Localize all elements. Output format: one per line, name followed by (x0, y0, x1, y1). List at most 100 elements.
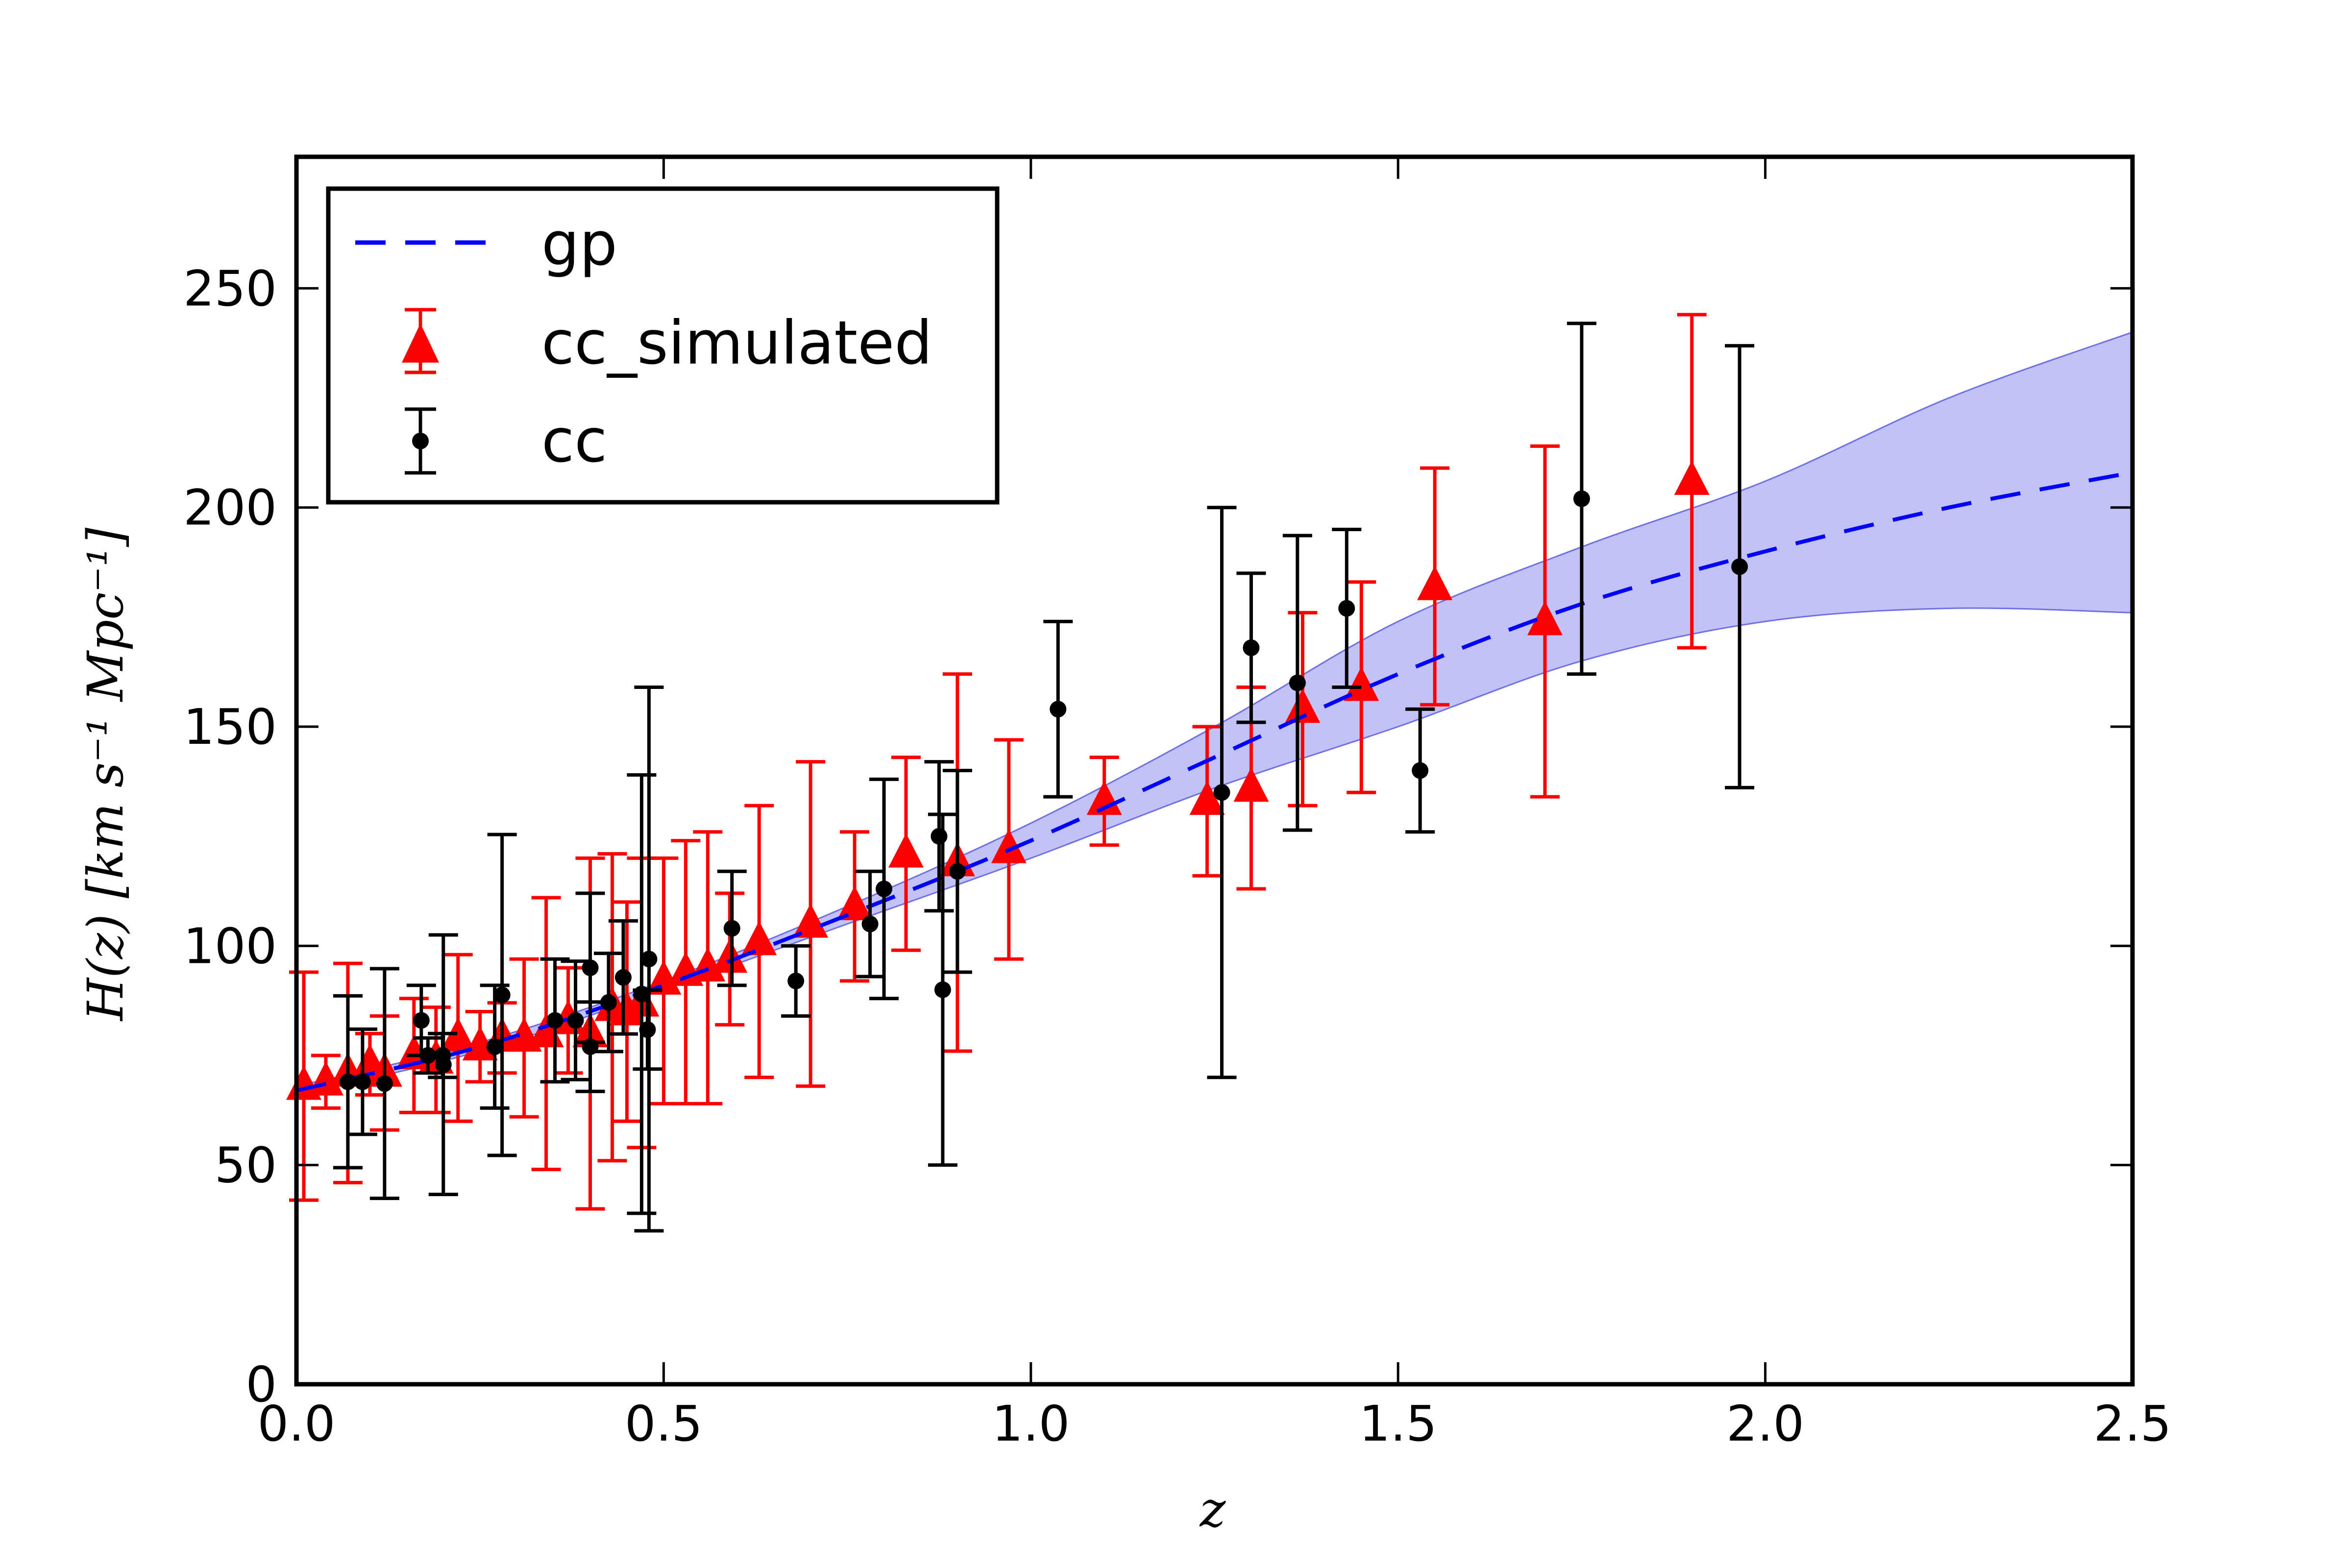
cc-point (561, 959, 590, 1081)
cc-simulated-point (741, 804, 777, 1079)
cc-marker (376, 1075, 393, 1092)
cc-point (928, 812, 957, 1167)
cc-point (1282, 534, 1312, 832)
cc-marker (1243, 639, 1260, 656)
cc-marker (1338, 600, 1355, 617)
cc-marker (876, 881, 893, 898)
cc-simulated-marker (1189, 781, 1225, 815)
cc-point (942, 769, 972, 974)
cc-simulated-point (1189, 725, 1225, 878)
cc-marker (861, 915, 879, 932)
cc-point (717, 869, 747, 987)
cc-marker (582, 959, 599, 977)
legend-gp-label: gp (541, 209, 617, 279)
cc-marker (934, 981, 951, 998)
cc-point (428, 933, 458, 1197)
cc-point (413, 1036, 443, 1075)
axes: 0.0 0.5 1.0 1.5 2.0 2.5 0 50 100 150 200 250 (183, 154, 2172, 1452)
y-tick-label: 150 (183, 698, 277, 756)
legend-cc-swatch (405, 407, 436, 475)
y-tick-label: 200 (183, 479, 277, 537)
cc-simulated-marker (609, 991, 645, 1026)
cc-simulated-marker (837, 885, 873, 920)
cc-simulated-marker (646, 960, 682, 995)
cc-simulated-marker (793, 903, 829, 938)
cc-simulated-point (1674, 313, 1710, 650)
cc-point (1567, 321, 1596, 676)
x-axis-label: z (1200, 1481, 1226, 1538)
cc-marker (413, 1012, 430, 1029)
cc-simulated-marker (1344, 666, 1379, 701)
legend-cc-simulated-label: cc_simulated (541, 308, 932, 378)
cc-simulated-point (440, 953, 476, 1123)
cc-marker (1289, 674, 1306, 691)
x-tick-label: 0.0 (257, 1395, 335, 1452)
y-tick-label: 100 (183, 917, 277, 975)
cc-marker (486, 1038, 503, 1055)
x-tick-label: 2.0 (1726, 1395, 1804, 1452)
y-axis-label: H(z) [km s⁻¹ Mpc⁻¹] (77, 527, 134, 1022)
cc-marker (723, 920, 740, 937)
cc-marker (567, 1012, 584, 1029)
cc-simulated-marker (1285, 688, 1321, 723)
cc-marker (787, 972, 805, 989)
cc-marker (949, 863, 966, 880)
cc-marker (435, 1056, 452, 1073)
cc-point (1725, 344, 1755, 789)
legend-box (326, 186, 1000, 505)
cc-point (869, 777, 899, 1001)
cc-point (333, 994, 363, 1170)
cc-point (1405, 707, 1435, 834)
cc-simulated-marker (1674, 461, 1710, 495)
cc-simulated-marker (1086, 781, 1122, 815)
cc-marker (1412, 762, 1429, 779)
plot-area (286, 313, 2133, 1233)
cc-marker (1731, 558, 1748, 575)
cc-simulated-marker (1527, 601, 1563, 636)
y-tick-label: 50 (215, 1137, 277, 1194)
legend-cc-simulated-swatch (402, 308, 439, 374)
cc-marker (600, 994, 617, 1011)
cc-simulated-marker (1233, 767, 1269, 802)
cc-point (369, 967, 399, 1200)
cc-simulated-point (837, 830, 873, 983)
cc-point (347, 1027, 377, 1136)
cc-simulated-marker (741, 921, 777, 956)
legend-cc-label: cc (541, 406, 607, 476)
cc-point (1332, 527, 1362, 689)
cc-point (487, 833, 517, 1157)
cc-marker (419, 1047, 437, 1064)
cc-marker (1213, 784, 1230, 801)
cc-marker (339, 1073, 356, 1090)
cc-simulated-point (793, 760, 829, 1088)
plot-frame (294, 154, 2135, 1387)
cc-marker (1573, 490, 1590, 507)
cc-marker (640, 951, 658, 968)
cc-point (540, 957, 570, 1084)
cc-simulated-marker (1417, 565, 1453, 600)
cc-simulated-point (1086, 756, 1122, 847)
x-tick-label: 1.0 (992, 1395, 1070, 1452)
cc-marker (546, 1012, 564, 1029)
cc-marker (493, 986, 511, 1004)
cc-point (1236, 571, 1266, 724)
cc-marker (931, 828, 948, 845)
cc-point (634, 686, 664, 1233)
cc-point (1043, 619, 1073, 799)
cc-marker (354, 1073, 371, 1090)
x-tick-label: 0.5 (625, 1395, 703, 1452)
cc-simulated-marker (712, 938, 748, 973)
cc-marker (1050, 701, 1067, 718)
cc-simulated-point (888, 756, 924, 952)
cc-simulated-marker (991, 829, 1027, 863)
cc-point (480, 983, 510, 1110)
cc-simulated-marker (440, 1017, 476, 1052)
cc-point (781, 944, 811, 1018)
x-tick-label: 2.5 (2093, 1395, 2171, 1452)
cc-point (608, 919, 638, 1036)
y-tick-label: 0 (245, 1356, 277, 1413)
cc-point (1207, 506, 1237, 1079)
cc-simulated-point (1527, 444, 1563, 799)
cc-simulated-point (1285, 611, 1321, 808)
